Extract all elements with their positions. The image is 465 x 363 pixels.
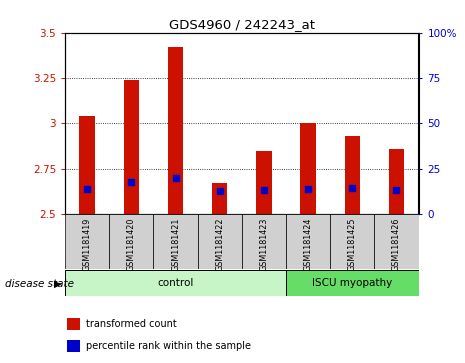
Text: ISCU myopathy: ISCU myopathy	[312, 278, 392, 288]
Bar	[198, 214, 242, 269]
Title: GDS4960 / 242243_at: GDS4960 / 242243_at	[169, 19, 315, 32]
Text: transformed count: transformed count	[86, 319, 177, 329]
Bar	[300, 123, 316, 214]
Text: control: control	[157, 278, 194, 288]
Text: GSM1181420: GSM1181420	[127, 218, 136, 272]
Text: disease state: disease state	[5, 279, 73, 289]
Text: GSM1181426: GSM1181426	[392, 218, 401, 272]
Text: ▶: ▶	[53, 279, 61, 289]
Bar	[65, 270, 286, 296]
Text: GSM1181421: GSM1181421	[171, 218, 180, 272]
Text: GSM1181422: GSM1181422	[215, 218, 224, 272]
Bar	[109, 214, 153, 269]
Bar	[80, 116, 95, 214]
Bar	[374, 214, 419, 269]
Bar	[124, 80, 139, 214]
Bar	[286, 270, 418, 296]
Bar	[242, 214, 286, 269]
Bar	[345, 136, 360, 214]
Text: GSM1181424: GSM1181424	[304, 218, 312, 272]
Bar	[67, 340, 80, 352]
Bar	[168, 47, 183, 214]
Bar	[286, 214, 330, 269]
Text: GSM1181425: GSM1181425	[348, 218, 357, 272]
Text: GSM1181419: GSM1181419	[83, 218, 92, 272]
Text: percentile rank within the sample: percentile rank within the sample	[86, 341, 251, 351]
Text: GSM1181423: GSM1181423	[259, 218, 268, 272]
Bar	[153, 214, 198, 269]
Bar	[389, 149, 404, 214]
Bar	[330, 214, 374, 269]
Bar	[256, 151, 272, 214]
Bar	[65, 214, 109, 269]
Bar	[212, 183, 227, 214]
Bar	[67, 318, 80, 330]
